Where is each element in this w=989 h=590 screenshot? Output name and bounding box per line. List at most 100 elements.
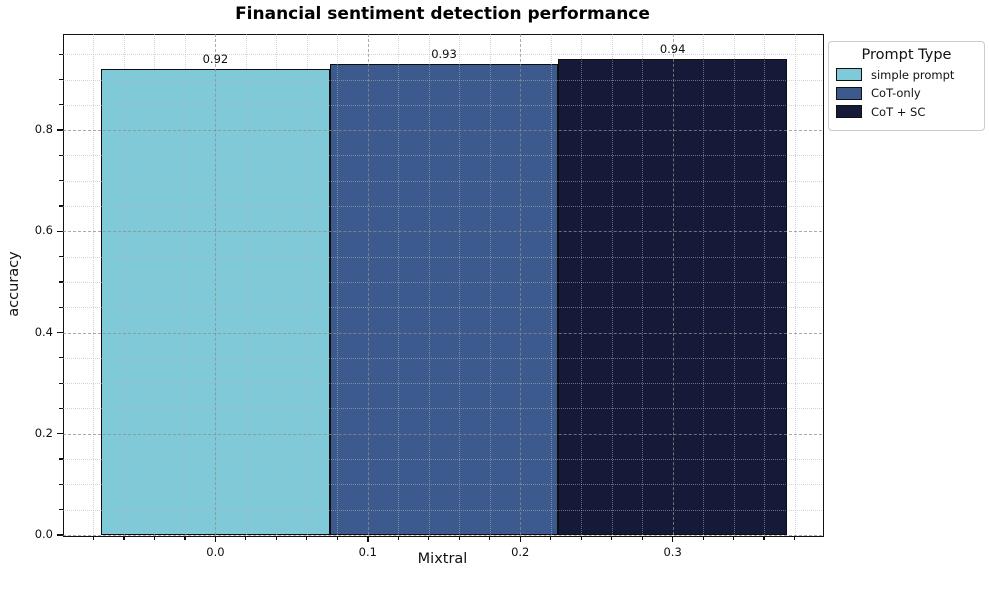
x-minor-gridline — [93, 34, 95, 535]
x-minor-gridline — [581, 34, 583, 535]
y-major-gridline — [63, 130, 822, 132]
bar-value-label-simple-prompt: 0.92 — [202, 52, 229, 67]
x-axis-label: Mixtral — [417, 551, 468, 567]
y-major-tick — [56, 534, 63, 536]
y-minor-gridline — [63, 155, 822, 157]
y-minor-tick — [59, 509, 63, 511]
bar-value-label-cot-only: 0.93 — [431, 47, 457, 62]
legend-item-cot-sc: CoT + SC — [836, 105, 977, 119]
y-minor-tick — [59, 180, 63, 182]
y-minor-gridline — [63, 408, 822, 410]
x-minor-gridline — [245, 34, 247, 535]
y-major-gridline — [63, 433, 822, 435]
x-major-tick — [367, 536, 369, 543]
x-minor-tick — [550, 536, 552, 540]
x-minor-gridline — [306, 34, 308, 535]
y-minor-tick — [59, 154, 63, 157]
x-minor-gridline — [398, 34, 400, 535]
legend-label-cot-only: CoT-only — [871, 86, 921, 100]
x-minor-tick — [793, 536, 796, 540]
y-minor-tick — [59, 306, 63, 308]
y-minor-gridline — [63, 459, 822, 461]
y-major-gridline — [63, 535, 822, 536]
legend-swatch-cot-only-icon — [836, 86, 862, 100]
y-minor-tick — [59, 407, 63, 410]
x-tick-label: 0.1 — [358, 545, 377, 559]
y-minor-tick — [59, 483, 63, 485]
x-minor-tick — [92, 536, 95, 540]
y-minor-gridline — [63, 256, 822, 258]
x-minor-gridline — [337, 34, 339, 535]
x-minor-tick — [306, 536, 308, 540]
y-minor-gridline — [63, 383, 822, 385]
x-major-gridline — [520, 34, 522, 535]
x-major-tick — [671, 536, 674, 543]
y-tick-label: 0.8 — [34, 122, 53, 137]
y-major-tick — [56, 433, 63, 435]
x-minor-gridline — [459, 34, 461, 535]
y-minor-gridline — [63, 180, 822, 182]
y-minor-tick — [59, 78, 63, 81]
x-minor-gridline — [123, 34, 125, 535]
legend-title: Prompt Type — [861, 47, 952, 63]
x-minor-gridline — [764, 34, 766, 535]
y-minor-tick — [59, 256, 63, 258]
y-major-tick — [56, 331, 63, 334]
y-tick-label: 0.6 — [34, 223, 53, 238]
y-minor-tick — [59, 382, 63, 384]
x-minor-tick — [245, 536, 247, 540]
x-minor-gridline — [703, 34, 705, 535]
y-minor-tick — [59, 104, 63, 106]
bar-value-label-cot-sc: 0.94 — [659, 42, 686, 57]
x-minor-tick — [153, 536, 156, 540]
legend-swatch-cot-sc-icon — [836, 105, 862, 118]
x-minor-tick — [489, 536, 491, 540]
x-major-gridline — [215, 34, 217, 535]
y-minor-gridline — [63, 104, 822, 106]
y-minor-gridline — [63, 206, 822, 208]
x-minor-gridline — [794, 34, 796, 535]
legend-swatch-simple-prompt-icon — [836, 68, 862, 81]
chart-title: Financial sentiment detection performanc… — [235, 4, 650, 24]
x-minor-tick — [641, 536, 643, 540]
x-minor-tick — [428, 536, 430, 540]
x-minor-tick — [123, 536, 125, 540]
x-minor-gridline — [611, 34, 613, 535]
x-minor-gridline — [489, 34, 491, 535]
x-major-tick — [214, 536, 217, 543]
y-minor-tick — [59, 357, 63, 359]
x-minor-gridline — [642, 34, 644, 535]
y-tick-label: 0.4 — [34, 324, 53, 339]
x-minor-gridline — [550, 34, 552, 535]
x-tick-label: 0.2 — [511, 545, 530, 559]
x-major-gridline — [367, 34, 369, 535]
y-minor-gridline — [63, 357, 822, 359]
x-minor-tick — [580, 536, 582, 540]
y-major-gridline — [63, 231, 822, 233]
x-minor-tick — [397, 536, 399, 540]
bar-simple-prompt — [101, 69, 330, 535]
x-minor-tick — [611, 536, 613, 540]
y-minor-tick — [59, 458, 63, 460]
x-tick-label: 0.3 — [663, 545, 682, 559]
legend-item-simple-prompt: simple prompt — [836, 68, 977, 82]
y-minor-gridline — [63, 484, 822, 486]
y-minor-gridline — [63, 509, 822, 511]
legend-item-cot-only: CoT-only — [836, 86, 977, 100]
legend-label-simple-prompt: simple prompt — [871, 67, 955, 82]
y-major-tick — [56, 129, 63, 131]
y-minor-tick — [59, 205, 63, 207]
x-minor-gridline — [428, 34, 430, 535]
y-major-gridline — [63, 332, 822, 334]
x-minor-gridline — [276, 34, 278, 535]
y-tick-label: 0.2 — [34, 425, 53, 440]
x-minor-tick — [763, 536, 765, 540]
x-minor-tick — [336, 536, 338, 540]
x-minor-gridline — [733, 34, 735, 535]
x-minor-tick — [733, 536, 735, 540]
y-minor-gridline — [63, 307, 822, 309]
x-minor-gridline — [154, 34, 156, 535]
y-major-tick — [56, 230, 63, 233]
x-major-tick — [519, 536, 521, 543]
